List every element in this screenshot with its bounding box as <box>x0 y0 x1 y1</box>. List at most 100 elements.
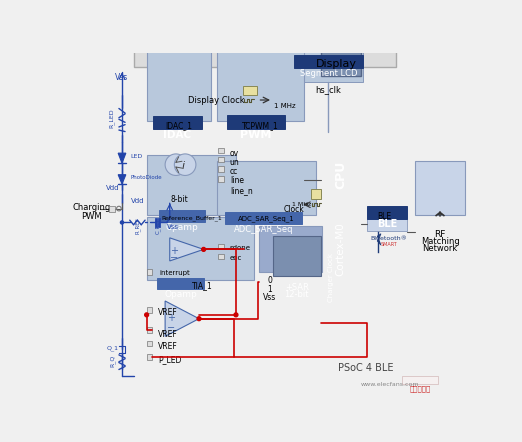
Text: Network: Network <box>422 244 458 253</box>
Text: RF: RF <box>434 230 446 239</box>
Text: ADC_SAR_Seq_1: ADC_SAR_Seq_1 <box>239 216 295 222</box>
Text: 8-bit: 8-bit <box>170 195 188 205</box>
Bar <box>218 148 223 153</box>
Text: PhotoDiode: PhotoDiode <box>130 175 162 180</box>
Bar <box>134 0 396 67</box>
Bar <box>218 176 223 182</box>
Text: Vss: Vss <box>115 73 128 82</box>
Text: BLE: BLE <box>377 219 397 229</box>
Text: 12-bit: 12-bit <box>284 290 309 299</box>
Bar <box>227 115 285 129</box>
Bar <box>367 206 407 219</box>
Text: Matching: Matching <box>421 237 459 246</box>
Bar <box>218 38 304 121</box>
Circle shape <box>234 313 238 317</box>
Bar <box>109 206 115 212</box>
Text: line: line <box>230 176 244 185</box>
Text: Opamp: Opamp <box>164 290 197 299</box>
Bar <box>147 44 211 121</box>
Text: Charger Clock: Charger Clock <box>328 253 335 302</box>
Text: TCPWM_1: TCPWM_1 <box>242 122 279 130</box>
Text: Cortex-M0: Cortex-M0 <box>336 222 346 276</box>
Text: Display Clock: Display Clock <box>188 96 245 105</box>
Text: Vdd: Vdd <box>106 185 120 191</box>
Text: i: i <box>182 161 185 171</box>
Text: Clock: Clock <box>283 206 304 214</box>
Bar <box>218 161 316 215</box>
Bar <box>259 226 322 272</box>
Text: 1 MHz: 1 MHz <box>292 202 311 207</box>
Text: IDAC: IDAC <box>163 130 192 140</box>
Text: PWM: PWM <box>81 212 101 221</box>
Text: +: + <box>167 313 175 323</box>
Text: IDAC_1: IDAC_1 <box>165 122 193 130</box>
Circle shape <box>165 154 187 175</box>
Circle shape <box>121 221 124 224</box>
Bar <box>367 210 407 231</box>
Text: R_REF: R_REF <box>135 217 140 234</box>
Text: C_REF: C_REF <box>155 217 160 234</box>
Bar <box>147 327 152 332</box>
Bar <box>414 161 466 215</box>
Text: eoc: eoc <box>230 255 242 261</box>
Text: Bluetooth®: Bluetooth® <box>371 236 408 240</box>
Text: +: + <box>170 246 179 255</box>
Bar <box>158 278 204 290</box>
Text: VREF: VREF <box>158 308 178 317</box>
Text: Segment LCD: Segment LCD <box>300 69 357 78</box>
Text: ADC_SAR_Seq: ADC_SAR_Seq <box>234 225 293 234</box>
Bar <box>218 254 223 259</box>
Text: 0: 0 <box>267 276 272 286</box>
Text: ov: ov <box>230 149 239 157</box>
Text: Charging: Charging <box>72 203 110 212</box>
Text: LED: LED <box>130 155 143 160</box>
Text: TIA_1: TIA_1 <box>192 281 212 290</box>
Bar <box>147 307 152 312</box>
Text: +SAR: +SAR <box>285 282 309 292</box>
Polygon shape <box>170 238 204 261</box>
Bar <box>218 157 223 162</box>
Polygon shape <box>118 175 126 184</box>
Text: BLE: BLE <box>377 213 392 221</box>
Text: VREF: VREF <box>158 342 178 351</box>
Bar <box>294 32 363 82</box>
Bar <box>294 54 363 69</box>
Text: hs_clk: hs_clk <box>315 85 341 95</box>
Text: Vss: Vss <box>167 224 179 230</box>
Text: Vdd: Vdd <box>130 198 144 204</box>
Text: Vss: Vss <box>263 293 277 302</box>
Bar <box>147 354 152 359</box>
Text: Display: Display <box>316 59 357 69</box>
Polygon shape <box>118 153 126 163</box>
Text: PSoC 4 BLE: PSoC 4 BLE <box>338 362 393 373</box>
Text: 1: 1 <box>267 285 272 294</box>
Bar <box>147 341 152 347</box>
Text: www.elecfans.com: www.elecfans.com <box>361 382 419 387</box>
Bar <box>153 116 202 129</box>
Text: cc: cc <box>230 167 238 176</box>
Bar <box>218 244 223 249</box>
Text: −: − <box>170 253 179 263</box>
Text: 1 MHz: 1 MHz <box>274 103 295 109</box>
Bar <box>273 236 321 275</box>
Text: SMART: SMART <box>381 242 398 247</box>
Bar <box>147 270 152 275</box>
Text: Reference_Buffer_1: Reference_Buffer_1 <box>161 216 222 221</box>
Text: line_n: line_n <box>230 186 253 195</box>
Bar <box>147 155 236 215</box>
Text: −: − <box>167 323 175 332</box>
Polygon shape <box>165 301 199 336</box>
Text: CPU: CPU <box>334 161 347 189</box>
Text: interrupt: interrupt <box>159 270 189 276</box>
Text: R_Q: R_Q <box>110 355 115 367</box>
Bar <box>147 217 254 280</box>
Text: sdone: sdone <box>230 245 251 251</box>
Bar <box>159 210 205 222</box>
Bar <box>243 86 257 95</box>
Text: R_LED: R_LED <box>109 109 114 128</box>
Bar <box>321 0 361 76</box>
Circle shape <box>201 248 206 251</box>
Text: un: un <box>230 158 240 167</box>
Text: 电子发烧友: 电子发烧友 <box>409 385 431 392</box>
Circle shape <box>145 313 149 317</box>
